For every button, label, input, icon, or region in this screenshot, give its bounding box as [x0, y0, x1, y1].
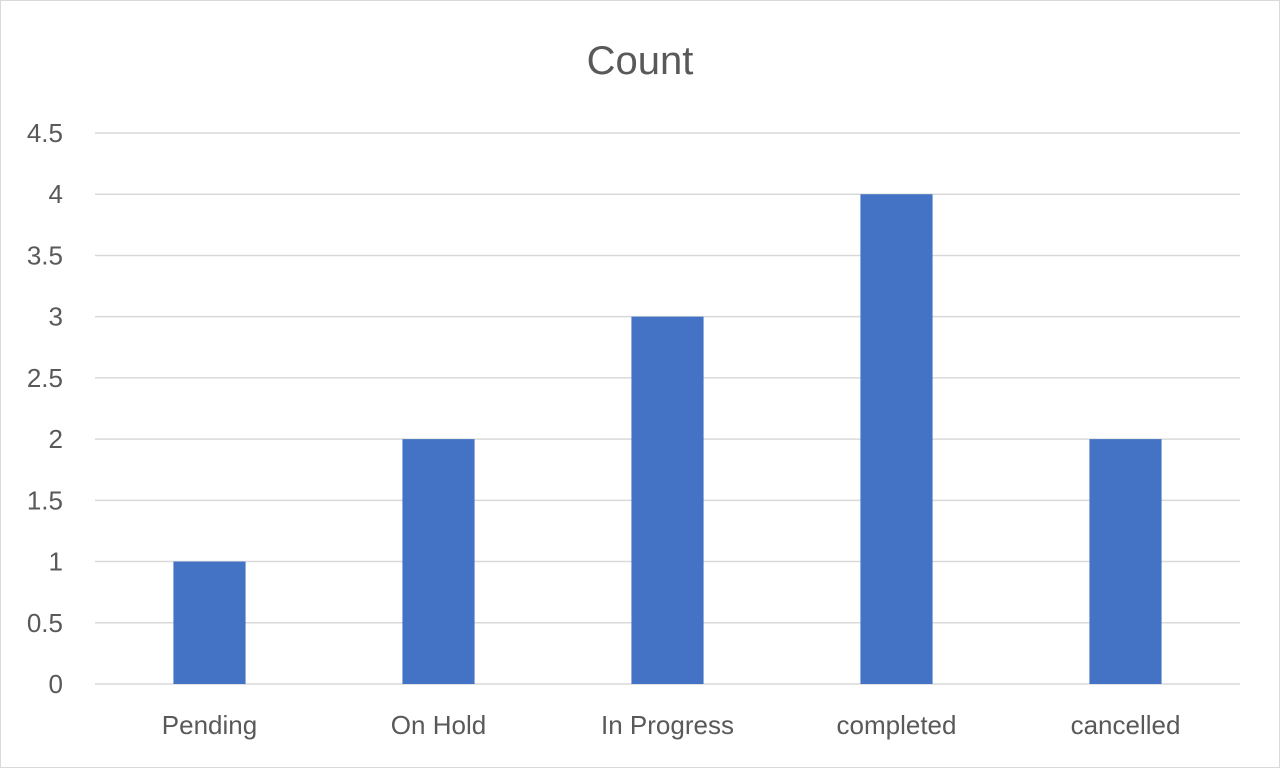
- y-tick-label: 0: [49, 669, 63, 699]
- bar-completed: [860, 194, 933, 684]
- y-tick-label: 3: [49, 302, 63, 332]
- y-tick-label: 2: [49, 424, 63, 454]
- y-tick-label: 1.5: [27, 485, 63, 515]
- bar-pending: [173, 561, 246, 684]
- y-tick-label: 3.5: [27, 240, 63, 270]
- bars: [173, 194, 1162, 684]
- gridlines: [95, 132, 1240, 685]
- x-category-label: cancelled: [1071, 710, 1181, 740]
- y-tick-label: 4.5: [27, 118, 63, 148]
- bar-in-progress: [631, 316, 704, 684]
- bar-cancelled: [1089, 439, 1162, 684]
- x-category-label: In Progress: [601, 710, 734, 740]
- x-category-label: On Hold: [391, 710, 486, 740]
- x-category-label: completed: [837, 710, 957, 740]
- y-axis-tick-labels: 0 0.5 1 1.5 2 2.5 3 3.5 4 4.5: [27, 118, 63, 699]
- y-tick-label: 2.5: [27, 363, 63, 393]
- chart-title: Count: [587, 39, 694, 83]
- y-tick-label: 1: [49, 547, 63, 577]
- bar-on-hold: [402, 439, 475, 684]
- y-tick-label: 0.5: [27, 608, 63, 638]
- x-axis-category-labels: Pending On Hold In Progress completed cancel…: [162, 710, 1181, 740]
- x-category-label: Pending: [162, 710, 257, 740]
- y-tick-label: 4: [49, 179, 63, 209]
